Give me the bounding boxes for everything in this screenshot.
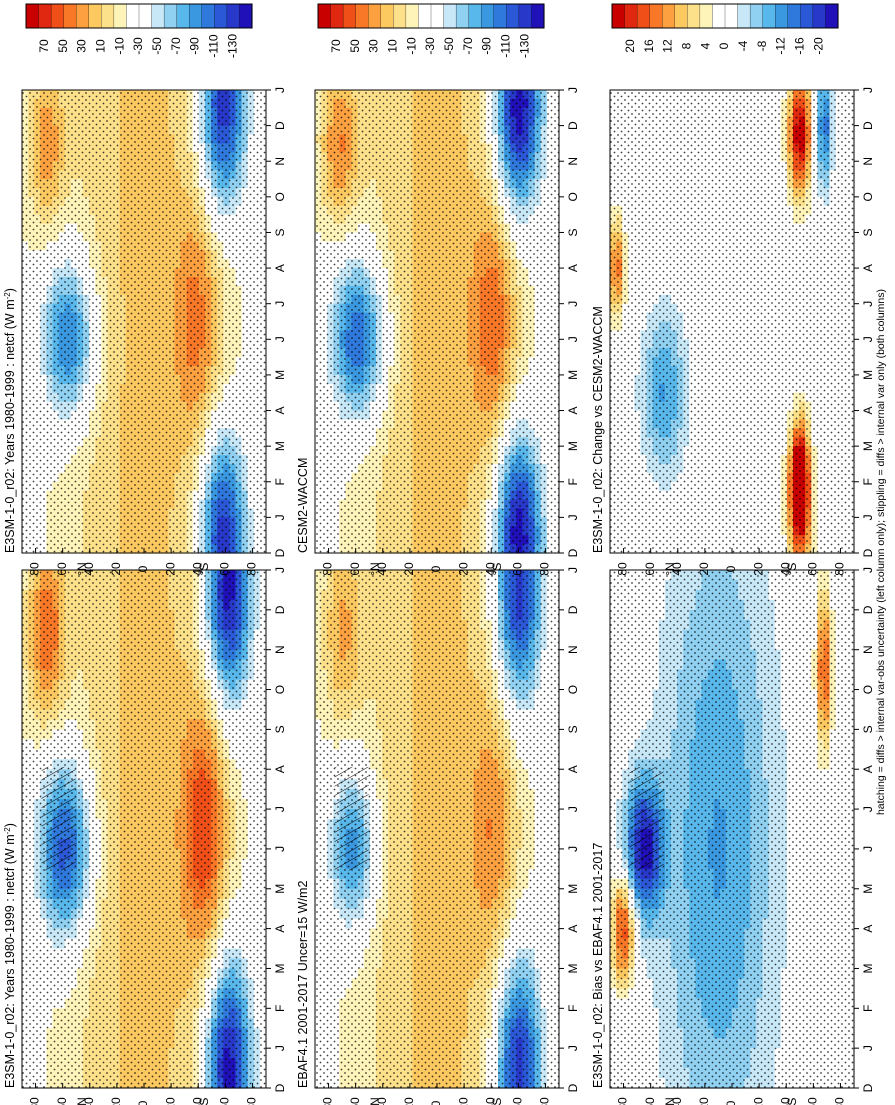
p1-xtick-label: J — [273, 846, 287, 852]
p1-title-main: E3SM-1-0_r02: Years 1980-1999 : netcf (W… — [3, 834, 17, 1088]
p2-title-main: E3SM-1-0_r02: Years 1980-1999 : netcf (W… — [3, 299, 17, 553]
p2-xtick-label: A — [273, 407, 287, 415]
p2-hemisphere-label: °N — [75, 562, 89, 575]
p1-title-sup: -2 — [3, 827, 12, 835]
p1-xtick-label: O — [273, 685, 287, 694]
p1-title: E3SM-1-0_r02: Years 1980-1999 : netcf (W… — [3, 823, 18, 1088]
p2-xtick-label: M — [273, 370, 287, 380]
p2-xtick-label: J — [273, 514, 287, 520]
panel-p2: D J F M A M J J A S O N D J 80 60 40 20 0 20 40 60 80 °N °S E3SM-… — [3, 87, 288, 576]
p1-ytick-label: 20 — [109, 1097, 123, 1105]
p1-xtick-label: F — [273, 1005, 287, 1012]
p2-ytick-label: 0 — [136, 565, 150, 572]
p1-ytick-label: 60 — [55, 1097, 69, 1105]
p1-ytick-label: 40 — [190, 1097, 204, 1105]
p2-xtick-label: J — [273, 87, 287, 93]
p2-hemisphere-label: °S — [197, 563, 211, 576]
p2-ytick-label: 80 — [245, 562, 259, 576]
p1-xtick-label: N — [273, 645, 287, 654]
p1-ytick-label: 20 — [163, 1097, 177, 1105]
p2-title-close: ) — [3, 288, 17, 292]
p1-ytick-label: 80 — [28, 1097, 42, 1105]
p2-ytick-label: 60 — [218, 562, 232, 576]
p2-xtick-label: D — [273, 121, 287, 130]
p2-xtick-label: A — [273, 264, 287, 272]
p1-xtick-label: J — [273, 567, 287, 573]
p2-ytick-label: 40 — [82, 562, 96, 576]
p2-ytick-label: 80 — [28, 562, 42, 576]
p2-xtick-label: M — [273, 441, 287, 451]
p1-ytick-label: 40 — [82, 1097, 96, 1105]
p2-title: E3SM-1-0_r02: Years 1980-1999 : netcf (W… — [3, 288, 18, 553]
p1-hatching — [41, 766, 76, 871]
p1-hemisphere-label: °N — [75, 1097, 89, 1105]
panel-p1: D J F M A M J J A S O N D J 80 60 40 20 0 20 40 60 80 °N °S E3SM-… — [3, 567, 288, 1105]
p2-xtick-label: S — [273, 228, 287, 236]
p1-xtick-label: A — [273, 765, 287, 773]
p1-ytick-label: 60 — [218, 1097, 232, 1105]
p2-xtick-label: O — [273, 192, 287, 201]
p2-xtick-label: J — [273, 336, 287, 342]
p1-xtick-label: J — [273, 806, 287, 812]
p2-stippling — [22, 90, 266, 553]
p1-xtick-label: D — [273, 1083, 287, 1092]
p1-ytick-label: 0 — [136, 1100, 150, 1105]
p2-xtick-label: F — [273, 478, 287, 485]
p2-title-sup: -2 — [3, 292, 12, 300]
p1-xtick-label: M — [273, 884, 287, 894]
p1-xtick-label: J — [273, 1045, 287, 1051]
p1-xtick-label: M — [273, 963, 287, 973]
p1-xtick-label: D — [273, 605, 287, 614]
p2-ytick-label: 20 — [109, 562, 123, 576]
p1-xtick-label: S — [273, 725, 287, 733]
p1-hemisphere-label: °S — [197, 1098, 211, 1105]
p1-title-close: ) — [3, 823, 17, 827]
p2-xtick-label: D — [273, 548, 287, 557]
p1-xtick-label: A — [273, 925, 287, 933]
p2-ytick-label: 20 — [163, 562, 177, 576]
p1-ytick-label: 80 — [245, 1097, 259, 1105]
p2-ytick-label: 40 — [190, 562, 204, 576]
p2-ytick-label: 60 — [55, 562, 69, 576]
p2-xtick-label: N — [273, 157, 287, 166]
p2-xtick-label: J — [273, 301, 287, 307]
